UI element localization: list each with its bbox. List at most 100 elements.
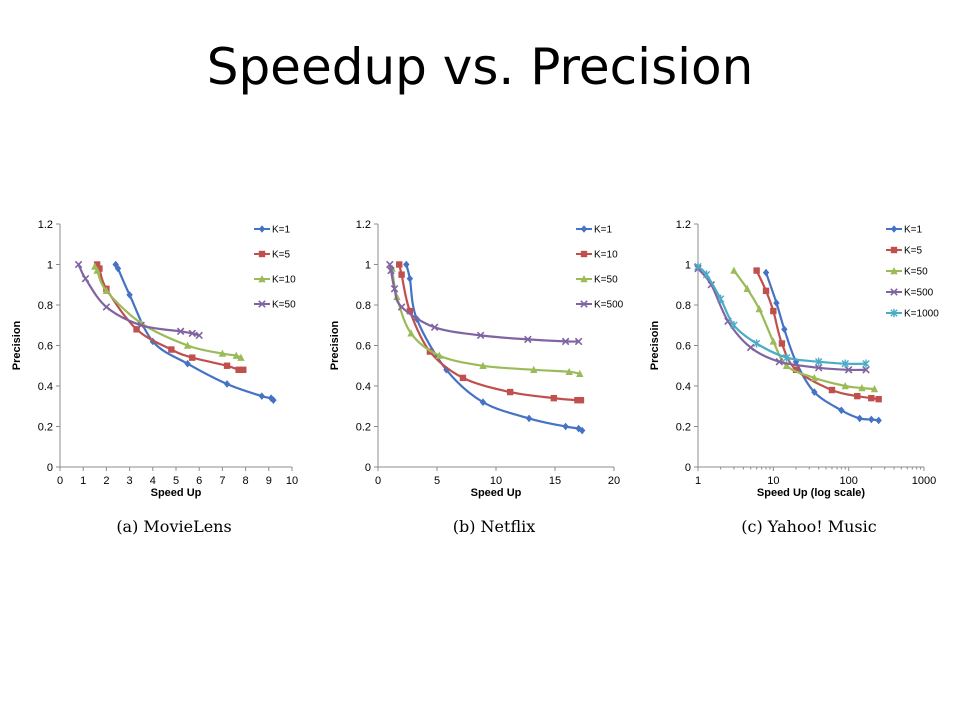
data-point: [769, 337, 778, 345]
y-tick-label: 0.8: [676, 300, 691, 312]
data-point: [479, 398, 487, 406]
data-point: [743, 284, 751, 292]
data-point: [524, 335, 532, 344]
data-point: [398, 271, 405, 278]
series-k-10: [396, 261, 585, 404]
data-point: [237, 353, 245, 361]
data-point: [93, 261, 101, 268]
data-point: [525, 414, 533, 423]
legend-entry: K=50: [576, 275, 618, 286]
data-point: [96, 265, 103, 272]
data-point: [838, 406, 845, 415]
chart-yahoo-music: 0 0.2 0.4 0.6 0.8 1 1.2 1 10 100 1000 Speed Up (log…: [649, 219, 939, 536]
series-line: [398, 264, 582, 402]
slide-title: Speedup vs. Precision: [206, 38, 754, 96]
legend-entry: K=50: [886, 267, 928, 278]
data-point: [530, 365, 538, 373]
data-point: [240, 366, 247, 373]
data-point: [814, 364, 823, 372]
data-point: [476, 331, 485, 340]
data-point: [390, 285, 399, 293]
legend-swatch-marker: [580, 225, 588, 233]
legend-swatch-marker: [258, 275, 266, 283]
data-point: [74, 260, 83, 269]
y-tick-label: 0.4: [356, 381, 371, 393]
series-k-5: [753, 267, 882, 403]
x-tick-label: 6: [196, 475, 202, 487]
data-point: [81, 274, 90, 283]
chart-caption: (b) Netflix: [453, 517, 536, 536]
data-point: [862, 366, 870, 374]
data-point: [775, 357, 784, 366]
y-tick-label: 0.6: [676, 341, 691, 353]
data-point: [773, 299, 780, 307]
y-axis-label: Precision: [11, 320, 23, 370]
chart-netflix: 0 0.2 0.4 0.6 0.8 1 1.2 0 5 10 15 20 Speed Up Precisi…: [329, 219, 624, 536]
x-axis-label: Speed Up (log scale): [757, 487, 866, 499]
data-point: [267, 394, 275, 402]
x-tick-label: 7: [219, 475, 225, 487]
data-point: [577, 396, 585, 404]
data-point: [406, 307, 414, 315]
x-tick-label: 4: [150, 475, 156, 487]
chart-caption: (c) Yahoo! Music: [741, 517, 876, 536]
data-point: [232, 351, 241, 359]
data-point: [406, 274, 414, 283]
data-point: [870, 385, 879, 393]
x-axis-label: Speed Up: [471, 487, 522, 499]
data-point: [93, 266, 101, 274]
data-point: [506, 388, 514, 396]
legend-swatch-marker: [890, 267, 898, 275]
y-tick-label: 1.2: [676, 219, 691, 231]
series-k-1000: [694, 262, 870, 368]
series-line: [733, 269, 875, 391]
legend-label: K=10: [594, 250, 618, 261]
data-point: [844, 366, 853, 374]
data-point: [574, 337, 583, 346]
series-k-50: [730, 266, 879, 393]
series-line: [697, 265, 867, 365]
series-line: [405, 264, 583, 432]
data-point: [258, 392, 266, 400]
legend-swatch-marker: [890, 225, 898, 233]
legend-swatch-marker: [580, 250, 588, 258]
legend-label: K=500: [594, 300, 624, 311]
x-tick-label: 9: [266, 475, 272, 487]
legend-label: K=50: [904, 267, 928, 278]
chart-caption: (a) MovieLens: [116, 517, 231, 536]
series-k-1: [112, 260, 277, 404]
series-line: [697, 267, 867, 372]
x-tick-label: 2: [103, 475, 109, 487]
data-point: [575, 424, 582, 433]
legend-label: K=50: [272, 300, 296, 311]
data-point: [168, 346, 175, 353]
y-tick-label: 0.8: [356, 300, 371, 312]
data-point: [875, 416, 882, 425]
data-point: [126, 291, 133, 299]
y-tick-label: 1.2: [356, 219, 371, 231]
series-k-1: [403, 260, 586, 435]
x-tick-label: 3: [127, 475, 133, 487]
legend-swatch-marker: [890, 246, 898, 254]
legend-label: K=50: [594, 275, 618, 286]
data-point: [770, 307, 777, 315]
x-tick-label: 1: [80, 475, 86, 487]
x-tick-label: 1000: [912, 475, 936, 487]
x-tick-label: 10: [767, 475, 779, 487]
y-tick-label: 0.2: [38, 422, 53, 434]
x-tick-label: 20: [608, 475, 620, 487]
legend-label: K=1000: [904, 309, 939, 320]
data-point: [565, 367, 573, 376]
data-point: [223, 362, 231, 369]
legend-entry: K=500: [576, 300, 624, 311]
data-point: [435, 351, 444, 359]
legend-swatch-marker: [580, 300, 588, 308]
legend-entry: K=5: [254, 250, 291, 261]
legend-label: K=1: [272, 225, 291, 236]
data-point: [862, 359, 870, 368]
data-point: [137, 321, 145, 330]
y-axis-label: Precisoin: [649, 320, 661, 370]
data-point: [218, 349, 227, 357]
legend-label: K=1: [904, 225, 923, 236]
data-point: [235, 366, 242, 373]
